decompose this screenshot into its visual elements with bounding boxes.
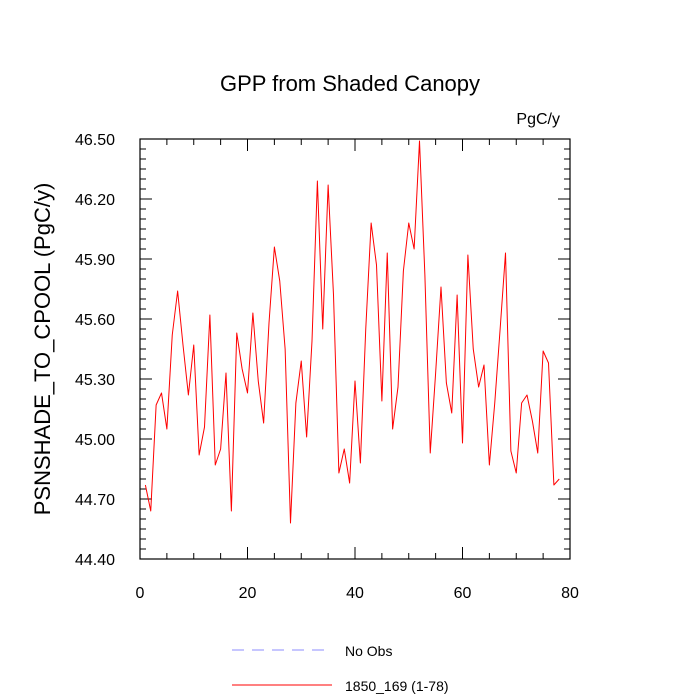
y-tick-label: 45.30 (75, 372, 115, 389)
chart-title: GPP from Shaded Canopy (220, 71, 480, 96)
x-tick-label: 80 (561, 585, 579, 602)
plot-frame (139, 138, 571, 560)
x-tick-label: 20 (239, 585, 257, 602)
y-axis-label: PSNSHADE_TO_CPOOL (PgC/y) (30, 183, 55, 516)
x-tick-label: 0 (136, 585, 145, 602)
y-tick-label: 46.20 (75, 192, 115, 209)
x-axis-tick-labels: 0 20 40 60 80 (136, 585, 579, 602)
y-tick-label: 44.70 (75, 492, 115, 509)
y-tick-label: 45.00 (75, 432, 115, 449)
x-tick-label: 60 (454, 585, 472, 602)
legend-label-no-obs: No Obs (345, 643, 392, 659)
legend-label-1850-169: 1850_169 (1-78) (345, 678, 449, 694)
series-layer (144, 140, 560, 524)
units-label: PgC/y (516, 111, 560, 128)
x-tick-label: 40 (346, 585, 364, 602)
y-tick-label: 44.40 (75, 552, 115, 569)
legend: No Obs 1850_169 (1-78) (232, 643, 449, 694)
y-tick-label: 45.60 (75, 312, 115, 329)
series-line (144, 140, 560, 524)
y-axis-tick-labels: 44.40 44.70 45.00 45.30 45.60 45.90 46.20 46.50 (75, 132, 115, 569)
y-tick-label: 45.90 (75, 252, 115, 269)
x-axis-ticks (139, 139, 571, 559)
y-axis-ticks (140, 138, 570, 560)
y-tick-label: 46.50 (75, 132, 115, 149)
